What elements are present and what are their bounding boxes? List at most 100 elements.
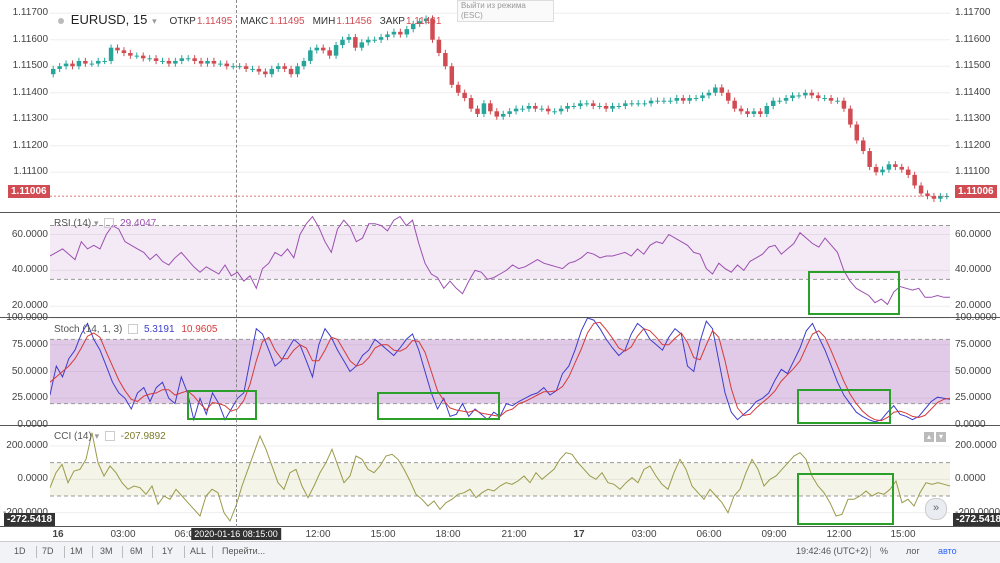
highlight-box [808, 271, 900, 315]
candle-body [108, 47, 114, 61]
candle-body [867, 151, 872, 167]
range-button-1y[interactable]: 1Y [162, 546, 174, 556]
time-tick: 21:00 [501, 529, 527, 540]
candle-body [552, 111, 557, 113]
price-tick-left: 1.11600 [12, 33, 48, 45]
candle-body [449, 66, 455, 85]
range-button-all[interactable]: ALL [190, 546, 207, 556]
range-button-1d[interactable]: 1D [14, 546, 26, 556]
indicator-tick-left: 0.0000 [17, 419, 48, 430]
indicator-tick-right: 60.0000 [955, 228, 992, 240]
candle-body [211, 60, 217, 64]
candle-body [423, 18, 429, 22]
candle-body [918, 185, 924, 194]
candle-body [488, 103, 493, 112]
candle-body [893, 164, 898, 167]
pane-up-icon[interactable]: ▴ [924, 432, 934, 442]
chevron-down-icon[interactable]: ▾ [94, 218, 99, 228]
highlight-box [797, 389, 891, 424]
band-fill [50, 462, 950, 496]
cci-chart[interactable] [50, 426, 950, 526]
rsi-panel[interactable]: RSI (14) ▾ 29.4047 60.0000 60.0000 40.0000… [0, 213, 1000, 318]
price-tick-left: 1.11200 [12, 139, 48, 151]
price-tick-left: 1.11400 [12, 86, 48, 98]
candle-body [706, 92, 712, 96]
toolbar-divider [870, 546, 871, 558]
cci-current-tag-left: -272.5418 [4, 513, 56, 526]
goto-date-button[interactable]: Перейти... [222, 546, 266, 556]
candle-body [835, 100, 840, 102]
candle-body [134, 55, 140, 57]
candle-body [931, 196, 937, 199]
highlight-box [797, 473, 894, 525]
clock-display[interactable]: 19:42:46 (UTC+2) [796, 546, 869, 556]
scroll-to-realtime-icon[interactable]: » [925, 498, 947, 520]
current-price-tag-right: 1.11006 [955, 185, 997, 198]
exit-hint-line2: (ESC) [461, 11, 483, 20]
candle-body [63, 63, 69, 67]
candle-body [301, 60, 307, 67]
settings-icon[interactable] [104, 431, 115, 442]
ohlc-key: МАКС [240, 16, 269, 27]
indicator-tick-right: 20.0000 [955, 300, 992, 312]
ohlc-value: 1.11495 [196, 16, 233, 27]
stoch-panel[interactable]: Stoch (14, 1, 3) 5.3191 10.9605 100.0000… [0, 312, 1000, 430]
candle-body [102, 60, 107, 62]
chevron-down-icon[interactable]: ▾ [94, 431, 100, 441]
rsi-name[interactable]: RSI (14) [54, 218, 92, 229]
candle-body [700, 95, 705, 99]
candle-body [642, 103, 647, 105]
cci-name[interactable]: CCI (14) [54, 431, 92, 442]
pane-down-icon[interactable]: ▾ [936, 432, 946, 442]
toolbar-divider [152, 546, 153, 558]
stoch-chart[interactable] [50, 318, 950, 425]
candle-body [533, 106, 538, 109]
candle-body [790, 95, 795, 99]
indicator-tick-right: 0.0000 [955, 473, 986, 485]
auto-scale-button[interactable]: авто [938, 546, 957, 556]
candle-body [764, 106, 770, 114]
candle-body [668, 100, 673, 102]
stoch-legend: Stoch (14, 1, 3) 5.3191 10.9605 [54, 324, 217, 335]
candle-body [841, 100, 847, 109]
log-scale-button[interactable]: лог [906, 546, 920, 556]
time-axis[interactable]: 16 03:00 06:00 09:00 12:00 15:00 18:00 21:00 17 0… [0, 527, 1000, 541]
highlight-box [187, 390, 257, 420]
candle-body [925, 193, 930, 197]
candle-body [770, 100, 776, 106]
candle-body [822, 98, 827, 100]
candle-body [629, 103, 635, 105]
candle-body [385, 34, 390, 38]
indicator-tick-right: -200.0000 [955, 507, 1000, 518]
candle-body [899, 166, 905, 170]
settings-icon[interactable] [104, 218, 115, 229]
stoch-name[interactable]: Stoch (14, 1, 3) [54, 324, 123, 335]
chevron-down-icon[interactable]: ▾ [152, 16, 157, 26]
range-button-7d[interactable]: 7D [42, 546, 54, 556]
price-panel[interactable]: EURUSD, 15 ▾ ОТКР1.11495 МАКС1.11495 МИН1.… [0, 0, 1000, 213]
symbol-title[interactable]: EURUSD, 15 [70, 12, 148, 27]
candle-body [372, 39, 377, 41]
candle-body [378, 37, 384, 40]
price-chart[interactable] [50, 0, 950, 212]
time-tick: 12:00 [826, 529, 852, 540]
price-tick-left: 1.11700 [12, 7, 48, 19]
toolbar-divider [184, 546, 185, 558]
candle-body [76, 60, 82, 67]
range-button-1m[interactable]: 1M [70, 546, 83, 556]
exit-fullscreen-hint[interactable]: Выйти из режима (ESC) [457, 0, 554, 22]
range-button-6m[interactable]: 6M [130, 546, 143, 556]
indicator-tick-left: 20.0000 [11, 300, 48, 312]
candle-body [815, 95, 821, 99]
candle-body [320, 47, 326, 51]
rsi-chart[interactable] [50, 213, 950, 317]
price-tick-right: 1.11200 [955, 139, 991, 151]
cci-panel[interactable]: CCI (14) ▾ -207.9892 ▴ ▾ » 200.0000 200.0… [0, 426, 1000, 527]
candle-body [738, 108, 744, 112]
candle-body [333, 45, 339, 56]
settings-icon[interactable] [128, 324, 139, 335]
range-button-3m[interactable]: 3M [100, 546, 113, 556]
candle-body [616, 106, 622, 107]
percent-scale-button[interactable]: % [880, 546, 889, 556]
candle-body [288, 68, 294, 75]
